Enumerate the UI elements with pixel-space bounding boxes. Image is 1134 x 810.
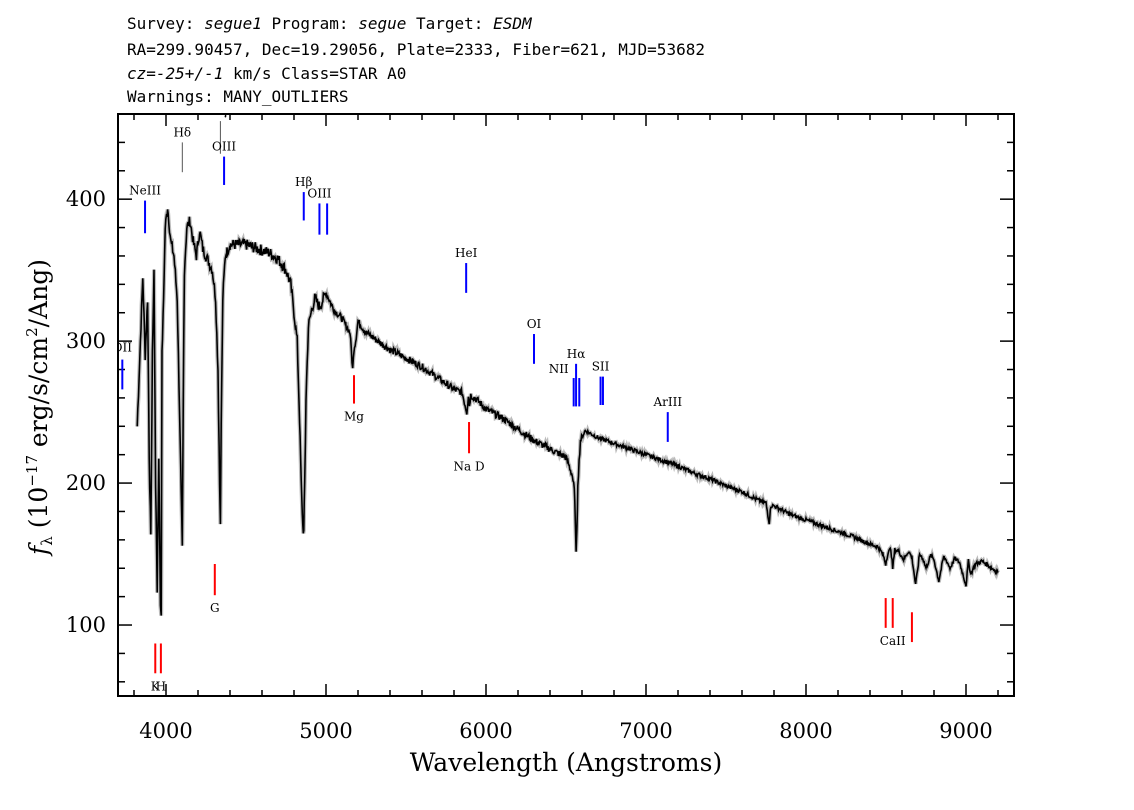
marker-nad-label: Na D [453, 459, 484, 473]
axis-ticks [118, 113, 1014, 696]
header-line-3: cz=-25+/-1 km/s Class=STAR A0 [127, 64, 406, 83]
tick-labels: 4000 5000 6000 7000 8000 9000 100 200 300 400 [66, 187, 993, 743]
header-line-2: RA=299.90457, Dec=19.29056, Plate=2333, … [127, 40, 705, 59]
y-tick-label: 100 [66, 613, 106, 637]
marker-oiii-label: OIII [307, 186, 331, 200]
spectrum-series [135, 209, 1000, 616]
y-axis-label: fλ (10−17 erg/s/cm2/Ang) [23, 259, 56, 557]
x-tick-label: 4000 [139, 719, 192, 743]
spectrum-error-band [135, 209, 1000, 616]
spectrum-header: Survey: segue1 Program: segue Target: ES… [127, 14, 705, 106]
spectrum-line [136, 209, 999, 616]
x-tick-label: 9000 [939, 719, 992, 743]
x-tick-label: 5000 [299, 719, 352, 743]
marker-oiii-label: OIII [212, 140, 236, 154]
marker-h-label: H [156, 679, 166, 693]
marker-k-label: K [151, 679, 161, 693]
marker-neiii-label: NeIII [129, 184, 161, 198]
marker-oi-label: OI [527, 317, 542, 331]
marker-nii-label: NII [549, 362, 569, 376]
marker-caii-label: CaII [880, 634, 906, 648]
x-tick-label: 6000 [459, 719, 512, 743]
y-tick-label: 200 [66, 471, 106, 495]
marker-sii-label: SII [592, 360, 610, 374]
marker-g-label: G [210, 601, 220, 615]
marker-h-label: Hδ [173, 125, 191, 139]
plot-frame [117, 113, 1015, 697]
marker-ariii-label: ArIII [652, 395, 682, 409]
x-axis-label: Wavelength (Angstroms) [410, 748, 722, 777]
y-tick-label: 300 [66, 329, 106, 353]
marker-h-label: Hγ [212, 104, 230, 118]
marker-h-label: Hβ [295, 175, 312, 189]
x-tick-label: 8000 [779, 719, 832, 743]
marker-mg-label: Mg [344, 410, 364, 424]
marker-oii-label: OII [113, 341, 133, 355]
header-line-1: Survey: segue1 Program: segue Target: ES… [127, 14, 533, 33]
marker-h-label: Hα [567, 347, 586, 361]
y-tick-label: 400 [66, 187, 106, 211]
x-tick-label: 7000 [619, 719, 672, 743]
header-line-4: Warnings: MANY_OUTLIERS [127, 87, 349, 106]
marker-hei-label: HeI [455, 246, 478, 260]
